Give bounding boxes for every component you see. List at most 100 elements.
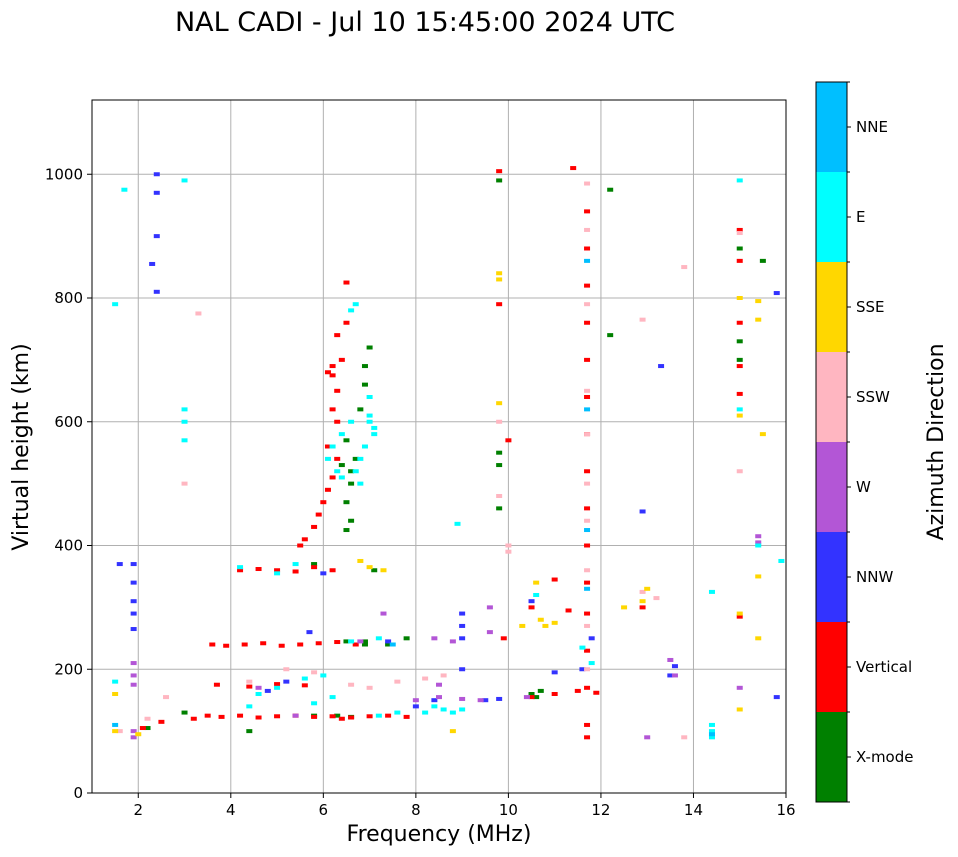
data-point: [584, 623, 591, 628]
data-point: [135, 732, 142, 737]
data-point: [440, 673, 447, 678]
data-point: [584, 388, 591, 393]
data-point: [361, 444, 368, 449]
data-point: [579, 667, 586, 672]
data-point: [708, 735, 715, 740]
data-point: [588, 661, 595, 666]
data-point: [449, 729, 456, 734]
x-axis-label: Frequency (MHz): [347, 822, 532, 847]
data-point: [311, 714, 318, 719]
data-point: [311, 565, 318, 570]
colorbar-label: Vertical: [856, 658, 912, 676]
data-point: [412, 698, 419, 703]
colorbar-segment: [816, 262, 847, 352]
data-point: [213, 682, 220, 687]
data-point: [403, 636, 410, 641]
data-point: [459, 707, 466, 712]
data-point: [671, 673, 678, 678]
data-point: [755, 534, 762, 539]
data-point: [708, 722, 715, 727]
data-point: [593, 690, 600, 695]
data-point: [357, 558, 364, 563]
data-point: [274, 714, 281, 719]
data-point: [755, 543, 762, 548]
data-point: [394, 710, 401, 715]
data-point: [343, 438, 350, 443]
colorbar-segment: [816, 712, 847, 802]
data-point: [736, 227, 743, 232]
data-point: [565, 608, 572, 613]
data-point: [348, 419, 355, 424]
data-point: [736, 364, 743, 369]
data-point: [736, 391, 743, 396]
data-point: [496, 178, 503, 183]
data-point: [366, 395, 373, 399]
data-point: [755, 317, 762, 322]
colorbar-segment: [816, 622, 847, 712]
data-point: [181, 407, 188, 412]
data-point: [644, 586, 651, 591]
data-point: [584, 528, 591, 533]
data-point: [112, 722, 119, 727]
data-point: [329, 444, 336, 449]
data-point: [274, 571, 281, 576]
data-point: [237, 568, 244, 573]
data-point: [584, 320, 591, 325]
data-point: [505, 438, 512, 443]
data-point: [667, 657, 674, 662]
data-point: [551, 620, 558, 625]
data-point: [116, 562, 123, 567]
data-point: [385, 639, 392, 644]
data-point: [459, 636, 466, 641]
data-point: [324, 456, 331, 461]
data-point: [163, 695, 170, 700]
data-point: [671, 664, 678, 669]
data-point: [274, 685, 281, 690]
y-tick-label: 800: [54, 289, 83, 307]
data-point: [496, 463, 503, 468]
data-point: [343, 528, 350, 533]
data-point: [153, 172, 160, 177]
data-point: [130, 729, 137, 734]
data-point: [584, 357, 591, 362]
data-point: [380, 568, 387, 573]
colorbar-label: X-mode: [856, 748, 913, 766]
colorbar-segment: [816, 442, 847, 532]
data-point: [584, 685, 591, 690]
data-point: [209, 642, 216, 647]
data-point: [144, 726, 151, 731]
data-point: [639, 605, 646, 610]
data-point: [500, 636, 507, 641]
x-tick-label: 10: [499, 801, 518, 819]
data-point: [144, 716, 151, 721]
data-point: [584, 181, 591, 186]
data-point: [584, 506, 591, 511]
x-tick-label: 2: [133, 801, 143, 819]
data-point: [436, 682, 442, 687]
data-point: [584, 568, 591, 573]
data-point: [158, 719, 165, 724]
data-point: [639, 599, 646, 604]
data-point: [361, 639, 368, 644]
data-point: [394, 679, 401, 684]
data-point: [348, 481, 355, 486]
data-point: [348, 682, 355, 687]
data-point: [755, 574, 762, 579]
data-point: [496, 401, 503, 406]
data-point: [449, 710, 456, 715]
data-point: [736, 685, 743, 690]
data-point: [255, 567, 262, 572]
data-point: [329, 568, 336, 573]
x-tick-label: 6: [319, 801, 329, 819]
data-point: [315, 641, 322, 646]
data-point: [584, 407, 591, 412]
data-point: [371, 432, 378, 437]
data-point: [389, 642, 396, 647]
colorbar-label: SSE: [856, 298, 885, 316]
data-point: [246, 684, 253, 689]
y-tick-label: 0: [73, 784, 83, 802]
data-point: [736, 339, 743, 344]
data-point: [130, 580, 137, 585]
data-point: [320, 673, 327, 678]
data-point: [153, 234, 160, 239]
